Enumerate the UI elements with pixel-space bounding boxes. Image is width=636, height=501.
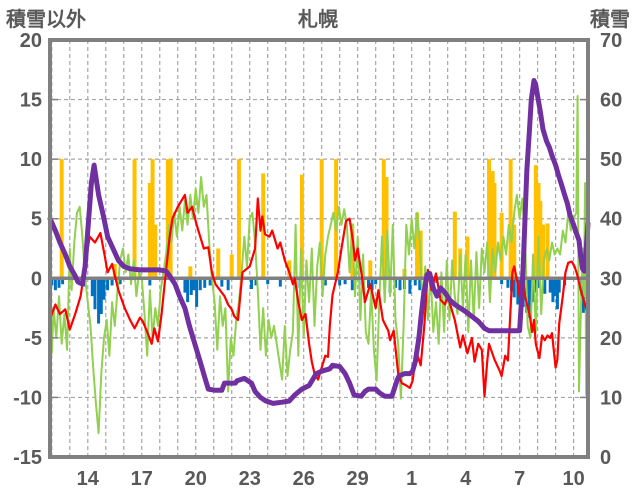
x-tick-label: 10 <box>562 468 584 490</box>
plot-border <box>48 38 590 459</box>
chart-title: 札幌 <box>298 9 338 31</box>
right-tick-label: 20 <box>600 328 622 350</box>
x-tick-label: 26 <box>293 468 315 490</box>
x-tick-label: 29 <box>347 468 369 490</box>
left-tick-label: 10 <box>20 149 42 171</box>
x-tick-label: 23 <box>239 468 261 490</box>
x-tick-label: 7 <box>514 468 525 490</box>
y-axis-labels-right: 70 60 50 40 30 20 10 0 <box>600 30 622 469</box>
x-tick-label: 1 <box>406 468 417 490</box>
right-tick-label: 50 <box>600 149 622 171</box>
x-tick-label: 20 <box>185 468 207 490</box>
right-tick-label: 40 <box>600 209 622 231</box>
right-tick-label: 60 <box>600 90 622 112</box>
left-tick-label: -10 <box>13 387 42 409</box>
axis-ticks <box>52 98 586 399</box>
left-tick-label: 15 <box>20 90 42 112</box>
temperature-red <box>48 193 590 398</box>
x-axis-labels: 14 17 20 23 26 29 1 4 7 10 <box>77 468 585 490</box>
x-tick-label: 4 <box>460 468 472 490</box>
right-axis-title: 積雪 <box>590 9 630 31</box>
x-tick-label: 14 <box>77 468 100 490</box>
y-axis-labels-left: 20 15 10 5 0 -5 -10 -15 <box>13 30 42 469</box>
right-tick-label: 10 <box>600 387 622 409</box>
right-tick-label: 0 <box>600 447 611 469</box>
left-tick-label: 5 <box>31 209 42 231</box>
right-tick-label: 70 <box>600 30 622 52</box>
horizontal-gridlines <box>50 98 588 399</box>
left-axis-title: 積雪以外 <box>6 9 86 31</box>
left-tick-label: 20 <box>20 30 42 52</box>
left-tick-label: -5 <box>24 328 42 350</box>
right-tick-label: 30 <box>600 268 622 290</box>
left-tick-label: 0 <box>31 268 42 290</box>
green-jagged <box>49 95 589 435</box>
left-tick-label: -15 <box>13 447 42 469</box>
snow-depth-purple <box>47 78 591 406</box>
x-tick-label: 17 <box>131 468 153 490</box>
